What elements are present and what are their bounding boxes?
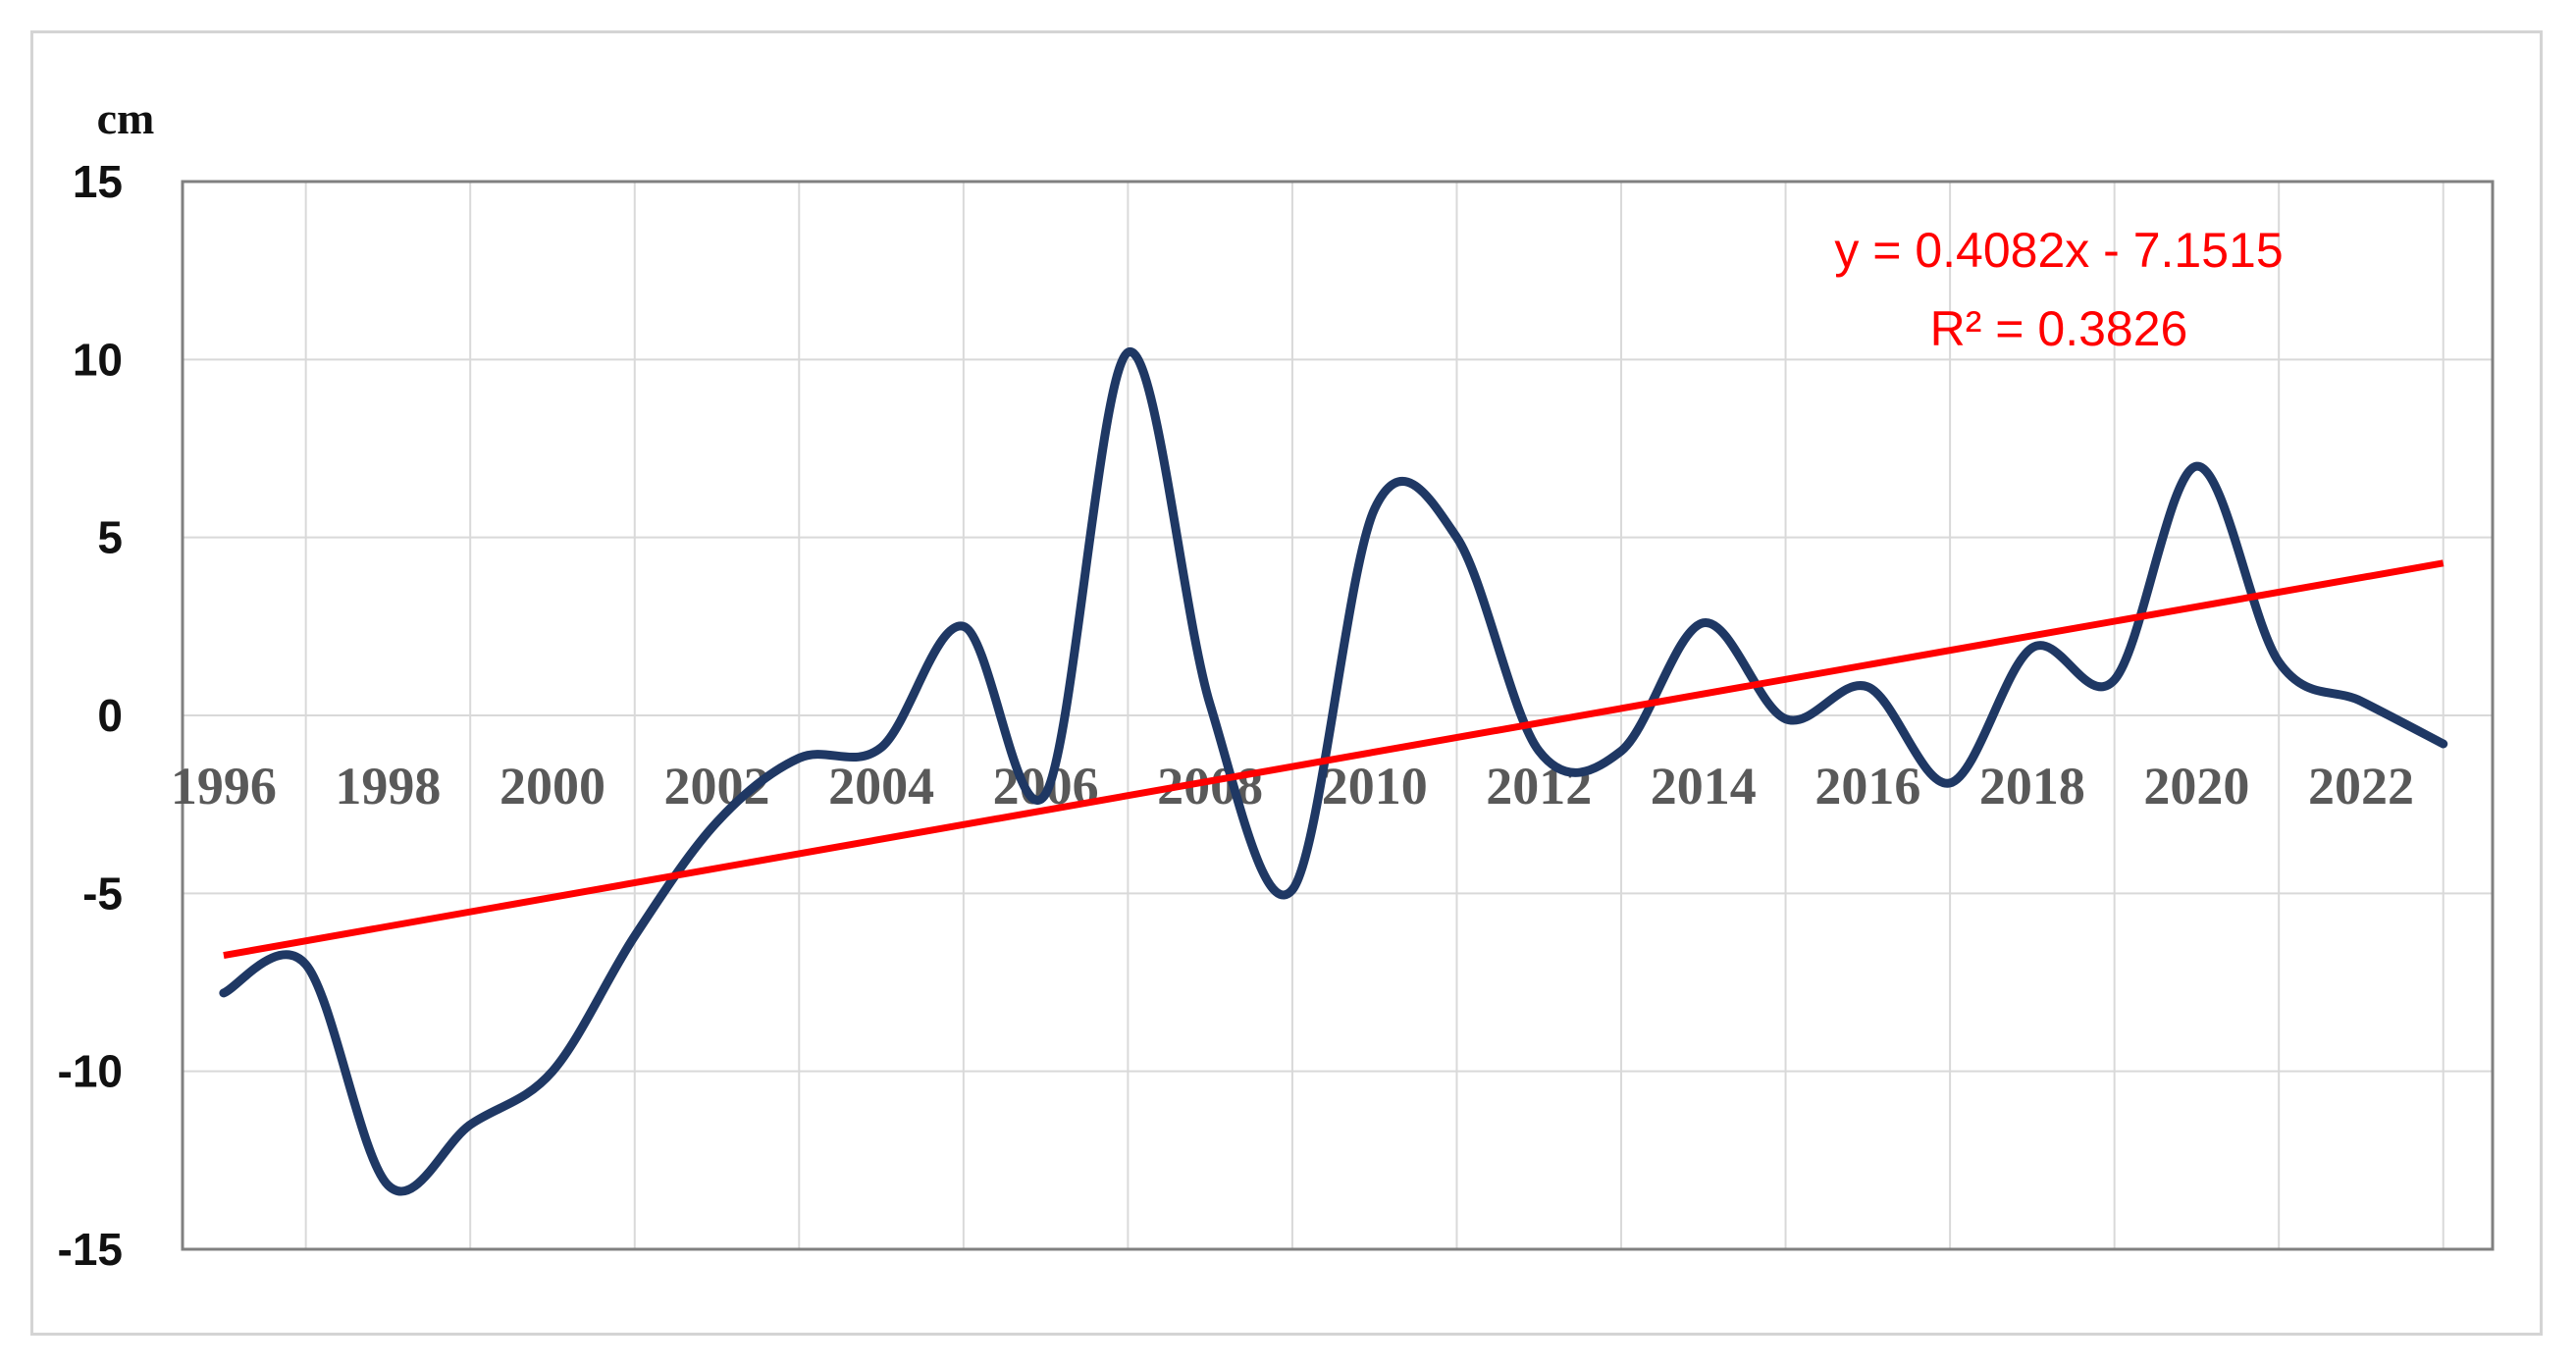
trendline-equation: y = 0.4082x - 7.1515 bbox=[1834, 223, 2283, 278]
x-tick-label: 2016 bbox=[1814, 757, 1920, 816]
y-tick-label: 0 bbox=[97, 690, 123, 741]
x-tick-label: 2004 bbox=[828, 757, 934, 816]
plot-area-border bbox=[181, 180, 2495, 1251]
y-tick-label: -5 bbox=[82, 868, 123, 919]
series-line bbox=[219, 347, 2448, 1196]
y-tick-label: 15 bbox=[73, 156, 123, 207]
y-tick-label: -10 bbox=[58, 1046, 123, 1097]
x-tick-label: 2012 bbox=[1486, 757, 1592, 816]
x-tick-label: 2010 bbox=[1322, 757, 1428, 816]
chart-frame bbox=[30, 30, 2543, 1336]
trendline-r-squared: R² = 0.3826 bbox=[1930, 301, 2188, 356]
x-tick-label: 1996 bbox=[171, 757, 277, 816]
trendline bbox=[223, 559, 2445, 960]
y-tick-label: -15 bbox=[58, 1224, 123, 1275]
y-tick-label: 10 bbox=[73, 334, 123, 385]
x-tick-label: 1998 bbox=[335, 757, 441, 816]
x-tick-label: 2018 bbox=[1979, 757, 2085, 816]
x-tick-label: 2014 bbox=[1651, 757, 1757, 816]
y-axis-unit-label: cm bbox=[97, 93, 155, 143]
x-axis-ticks: 1996 1998 2000 2002 2004 2006 2008 2010 2012 2014… bbox=[171, 757, 2414, 816]
x-tick-label: 2000 bbox=[499, 757, 605, 816]
x-tick-label: 2022 bbox=[2308, 757, 2414, 816]
y-axis-ticks: -15 -10 -5 0 5 10 15 bbox=[58, 156, 123, 1275]
y-tick-label: 5 bbox=[97, 512, 123, 563]
x-tick-label: 2020 bbox=[2143, 757, 2249, 816]
